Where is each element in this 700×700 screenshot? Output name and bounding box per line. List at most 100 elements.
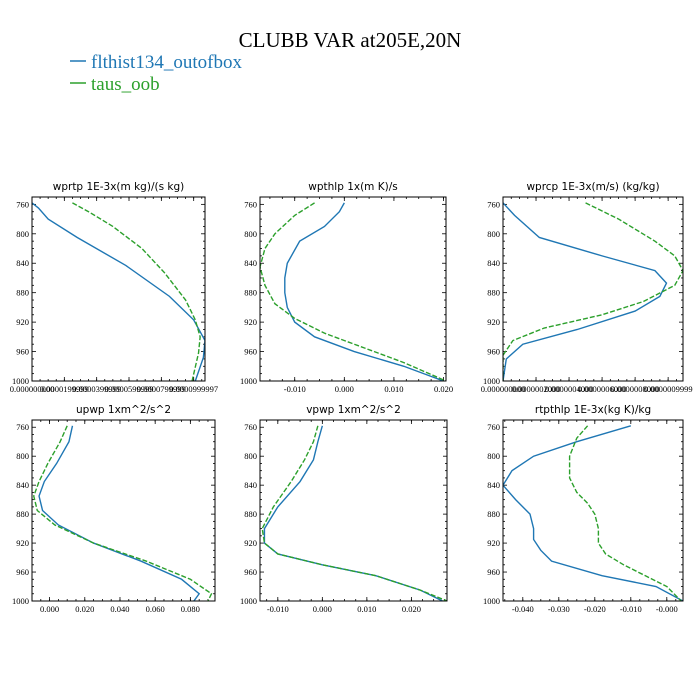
legend-entry: taus_oob	[70, 74, 160, 95]
x-tick-label: 0.0000199999	[40, 384, 89, 394]
x-tick-label: -0.010	[267, 604, 289, 614]
y-tick-label: 760	[487, 199, 500, 209]
panel-title: wpthlp 1x(m K)/s	[308, 181, 398, 193]
y-tick-label: 840	[244, 258, 257, 268]
chart-panel: vpwp 1xm^2/s^2 760 800 840 880 920 960 1000 -0.0…	[240, 404, 448, 614]
y-tick-label: 760	[244, 199, 257, 209]
x-tick-label: 0.0000999997	[169, 384, 218, 394]
y-tick-label: 1000	[240, 596, 257, 606]
x-tick-label: 0.020	[75, 604, 94, 614]
y-tick-label: 840	[244, 480, 257, 490]
x-tick-label: -0.010	[284, 384, 306, 394]
y-tick-label: 800	[487, 451, 500, 461]
y-tick-label: 880	[487, 509, 500, 519]
figure-title: CLUBB VAR at205E,20N	[239, 28, 462, 52]
x-tick-label: 0.000000000	[481, 384, 526, 394]
series-line-taus	[503, 202, 683, 381]
y-tick-label: 960	[16, 347, 29, 357]
y-tick-label: 800	[487, 229, 500, 239]
x-tick-label: 0.020	[434, 384, 453, 394]
panel-title: wprcp 1E-3x(m/s) (kg/kg)	[526, 181, 659, 193]
y-tick-label: 960	[244, 347, 257, 357]
y-tick-label: 840	[487, 258, 500, 268]
x-tick-label: -0.000	[656, 604, 678, 614]
chart-panel: rtpthlp 1E-3x(kg K)/kg 760 800 840 880 920 960…	[483, 404, 684, 614]
x-tick-label: 0.000000000	[10, 384, 55, 394]
y-tick-label: 1000	[12, 596, 29, 606]
plot-frame	[502, 196, 684, 382]
y-tick-label: 880	[244, 509, 257, 519]
x-tick-label: 0.0000599999	[105, 384, 154, 394]
y-tick-label: 920	[16, 538, 29, 548]
y-tick-label: 920	[244, 317, 257, 327]
series-line-flthist	[32, 202, 205, 381]
y-tick-label: 920	[487, 317, 500, 327]
y-tick-label: 960	[487, 567, 500, 577]
x-tick-label: 0.000	[335, 384, 354, 394]
y-tick-label: 760	[16, 199, 29, 209]
y-tick-label: 960	[487, 347, 500, 357]
x-tick-label: 0.010	[357, 604, 376, 614]
x-tick-label: 0.040	[110, 604, 129, 614]
y-tick-label: 840	[487, 480, 500, 490]
plot-frame	[31, 196, 206, 382]
series-line-taus	[260, 202, 446, 381]
x-tick-label: -0.010	[620, 604, 642, 614]
chart-panel: wprcp 1E-3x(m/s) (kg/kg) 760 800 840 880 920 9…	[481, 181, 693, 394]
panel-title: rtpthlp 1E-3x(kg K)/kg	[535, 404, 651, 416]
legend-label-taus: taus_oob	[91, 74, 160, 95]
plot-frame	[31, 419, 216, 602]
y-tick-label: 800	[244, 229, 257, 239]
x-tick-label: -0.030	[548, 604, 570, 614]
plot-frame	[259, 196, 447, 382]
x-tick-label: 0.020	[402, 604, 421, 614]
y-tick-label: 960	[244, 567, 257, 577]
y-tick-label: 800	[244, 451, 257, 461]
plot-frame	[502, 419, 684, 602]
x-tick-label: 0.0000006000	[578, 384, 627, 394]
panel-title: vpwp 1xm^2/s^2	[306, 404, 401, 416]
series-line-taus	[33, 425, 213, 601]
x-tick-label: 0.0000399999	[72, 384, 121, 394]
x-tick-label: 0.0000002000	[512, 384, 561, 394]
x-tick-label: 0.010	[384, 384, 403, 394]
series-line-taus	[568, 425, 682, 601]
y-tick-label: 760	[244, 422, 257, 432]
x-tick-label: 0.0000008000	[611, 384, 660, 394]
y-tick-label: 800	[16, 229, 29, 239]
y-tick-label: 880	[244, 288, 257, 298]
y-tick-label: 1000	[12, 376, 29, 386]
y-tick-label: 1000	[483, 596, 500, 606]
y-tick-label: 920	[487, 538, 500, 548]
series-line-flthist	[503, 202, 668, 381]
legend-entry: flthist134_outofbox	[70, 52, 242, 73]
y-tick-label: 760	[487, 422, 500, 432]
x-tick-label: 0.080	[181, 604, 200, 614]
y-tick-label: 840	[16, 480, 29, 490]
chart-panel: upwp 1xm^2/s^2 760 800 840 880 920 960 1000 0.00…	[12, 404, 216, 614]
plot-frame	[259, 419, 448, 602]
y-tick-label: 800	[16, 451, 29, 461]
panels: wprtp 1E-3x(m kg)/(s kg) 760 800 840 880 920 9…	[10, 181, 693, 614]
legend: flthist134_outofbox taus_oob	[70, 52, 242, 95]
y-tick-label: 760	[16, 422, 29, 432]
y-tick-label: 880	[487, 288, 500, 298]
y-tick-label: 920	[244, 538, 257, 548]
x-tick-label: 0.0000799999	[137, 384, 186, 394]
chart-panel: wprtp 1E-3x(m kg)/(s kg) 760 800 840 880 920 9…	[10, 181, 218, 394]
x-tick-label: 0.060	[146, 604, 165, 614]
legend-label-flthist: flthist134_outofbox	[91, 52, 242, 73]
x-tick-label: -0.040	[512, 604, 534, 614]
series-line-taus	[72, 202, 201, 381]
y-tick-label: 1000	[240, 376, 257, 386]
series-line-taus	[261, 425, 447, 601]
x-tick-label: 0.0000009999	[644, 384, 693, 394]
series-line-flthist	[263, 425, 443, 601]
series-line-flthist	[503, 425, 683, 601]
chart-panel: wpthlp 1x(m K)/s 760 800 840 880 920 960 1000 -0…	[240, 181, 453, 394]
x-tick-label: 0.000	[40, 604, 59, 614]
panel-title: wprtp 1E-3x(m kg)/(s kg)	[53, 181, 184, 193]
x-tick-label: -0.020	[584, 604, 606, 614]
panel-title: upwp 1xm^2/s^2	[76, 404, 171, 416]
y-tick-label: 880	[16, 509, 29, 519]
